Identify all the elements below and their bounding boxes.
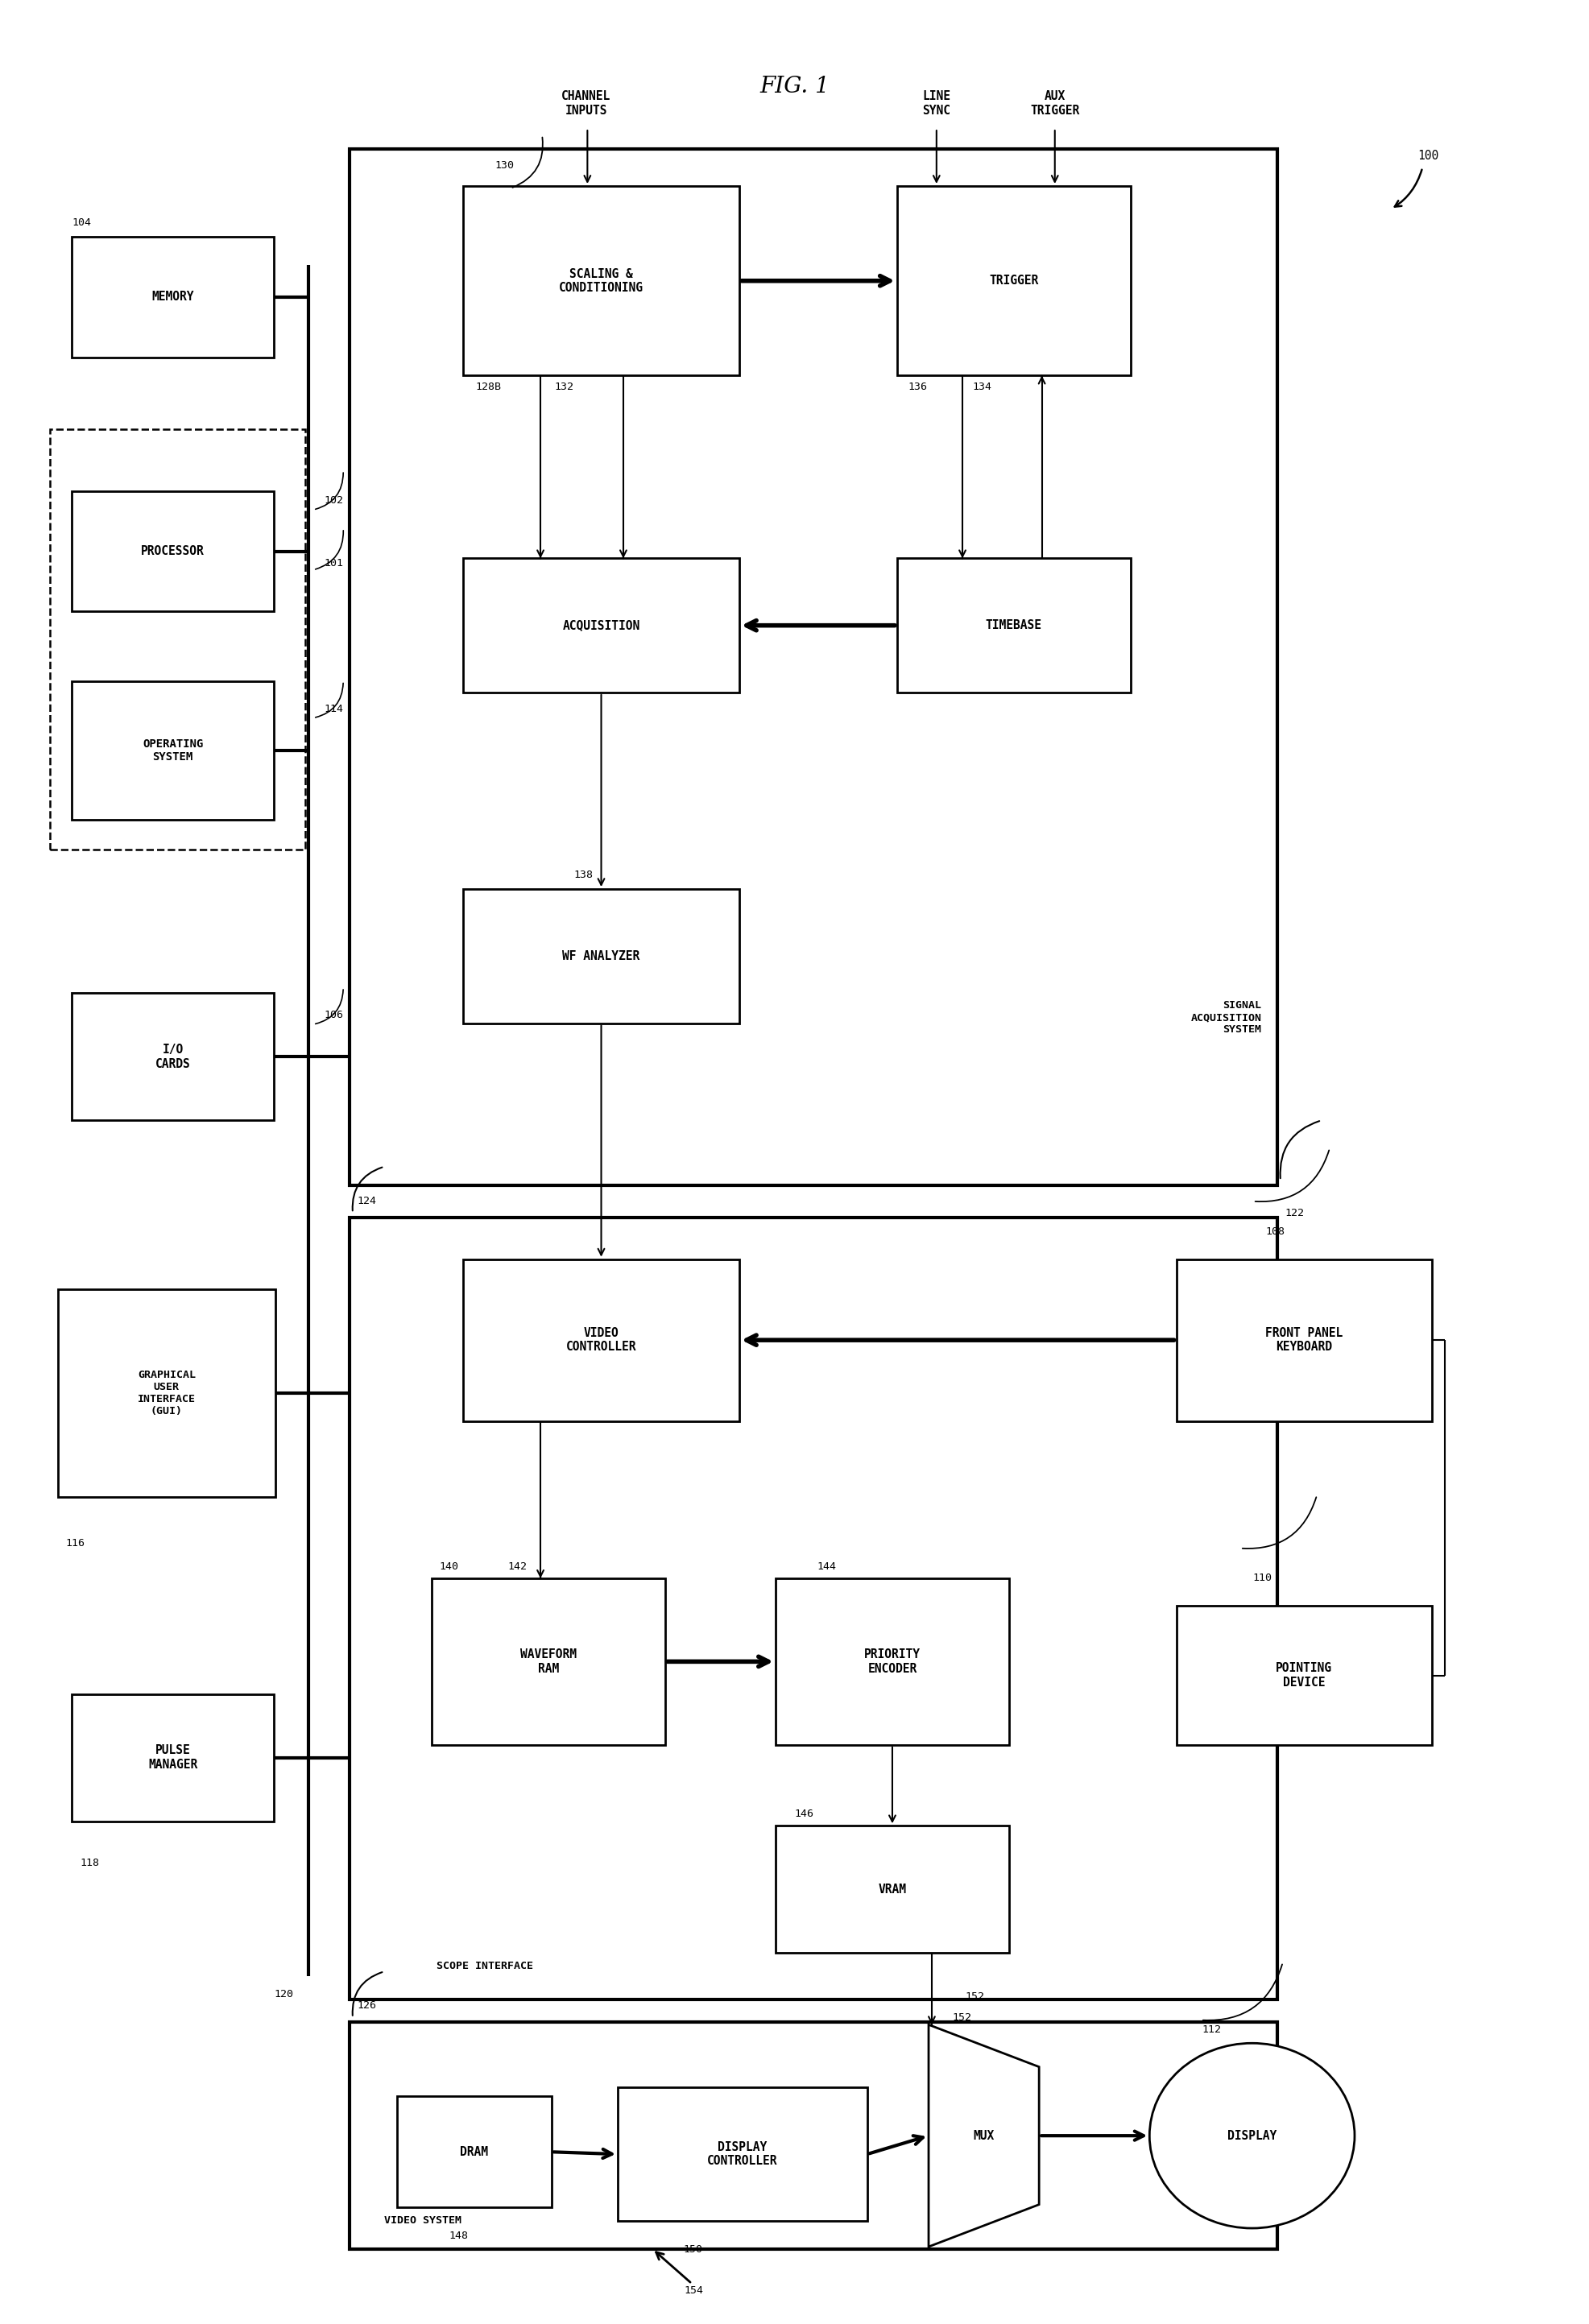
Polygon shape	[928, 2024, 1039, 2247]
FancyBboxPatch shape	[350, 1218, 1278, 1999]
Text: 134: 134	[972, 381, 992, 393]
Text: MUX: MUX	[974, 2129, 995, 2143]
FancyBboxPatch shape	[350, 2022, 1278, 2250]
Text: 100: 100	[1417, 149, 1440, 163]
Text: 114: 114	[324, 704, 343, 713]
Text: DRAM: DRAM	[461, 2145, 488, 2159]
Text: 102: 102	[324, 495, 343, 507]
Text: WF ANALYZER: WF ANALYZER	[563, 951, 640, 962]
Text: 138: 138	[574, 869, 593, 881]
Text: SCOPE INTERFACE: SCOPE INTERFACE	[437, 1961, 532, 1971]
FancyBboxPatch shape	[432, 1578, 666, 1745]
Text: PRIORITY
ENCODER: PRIORITY ENCODER	[864, 1648, 920, 1676]
FancyBboxPatch shape	[72, 681, 273, 820]
Text: LINE
SYNC: LINE SYNC	[922, 91, 950, 116]
Text: 124: 124	[358, 1195, 377, 1206]
FancyBboxPatch shape	[462, 1260, 739, 1420]
Text: 126: 126	[358, 2001, 377, 2010]
Text: TRIGGER: TRIGGER	[988, 274, 1039, 286]
FancyBboxPatch shape	[775, 1578, 1009, 1745]
Text: 136: 136	[907, 381, 928, 393]
Text: 112: 112	[1201, 2024, 1220, 2034]
FancyBboxPatch shape	[462, 558, 739, 693]
FancyBboxPatch shape	[462, 186, 739, 376]
Text: 110: 110	[1254, 1573, 1273, 1583]
Text: OPERATING
SYSTEM: OPERATING SYSTEM	[143, 739, 203, 762]
FancyBboxPatch shape	[1176, 1260, 1432, 1420]
Text: 106: 106	[324, 1011, 343, 1020]
Text: 140: 140	[440, 1562, 459, 1571]
FancyBboxPatch shape	[775, 1827, 1009, 1952]
Text: VRAM: VRAM	[879, 1882, 906, 1896]
Text: 148: 148	[448, 2231, 469, 2240]
Text: GRAPHICAL
USER
INTERFACE
(GUI): GRAPHICAL USER INTERFACE (GUI)	[138, 1369, 195, 1418]
Text: DISPLAY: DISPLAY	[1227, 2129, 1276, 2143]
FancyBboxPatch shape	[898, 558, 1131, 693]
Text: 146: 146	[794, 1808, 814, 1820]
Text: VIDEO
CONTROLLER: VIDEO CONTROLLER	[566, 1327, 637, 1353]
FancyBboxPatch shape	[898, 186, 1131, 376]
Text: 120: 120	[273, 1989, 292, 2001]
Text: 152: 152	[965, 1992, 984, 2003]
Text: TIMEBASE: TIMEBASE	[985, 621, 1042, 632]
Text: 150: 150	[683, 2245, 702, 2254]
FancyBboxPatch shape	[72, 237, 273, 358]
Text: WAVEFORM
RAM: WAVEFORM RAM	[520, 1648, 577, 1676]
FancyBboxPatch shape	[72, 490, 273, 611]
Text: 152: 152	[952, 2013, 971, 2022]
Text: PROCESSOR: PROCESSOR	[141, 546, 205, 558]
Text: 128B: 128B	[475, 381, 502, 393]
Text: ACQUISITION: ACQUISITION	[563, 621, 640, 632]
Text: SIGNAL
ACQUISITION
SYSTEM: SIGNAL ACQUISITION SYSTEM	[1190, 999, 1262, 1034]
FancyBboxPatch shape	[618, 2087, 868, 2222]
Text: 108: 108	[1266, 1227, 1286, 1236]
FancyBboxPatch shape	[57, 1290, 275, 1497]
FancyBboxPatch shape	[49, 430, 305, 851]
Text: I/O
CARDS: I/O CARDS	[156, 1043, 191, 1069]
Text: 154: 154	[683, 2284, 704, 2296]
Text: VIDEO SYSTEM: VIDEO SYSTEM	[385, 2215, 461, 2226]
Text: 122: 122	[1286, 1208, 1305, 1218]
Text: 132: 132	[555, 381, 574, 393]
Text: 116: 116	[65, 1538, 84, 1548]
FancyBboxPatch shape	[462, 890, 739, 1023]
Text: POINTING
DEVICE: POINTING DEVICE	[1276, 1662, 1332, 1690]
Text: 101: 101	[324, 558, 343, 567]
FancyBboxPatch shape	[350, 149, 1278, 1185]
FancyBboxPatch shape	[72, 1694, 273, 1822]
Text: 104: 104	[72, 218, 91, 228]
Text: 144: 144	[817, 1562, 836, 1571]
Text: FIG. 1: FIG. 1	[760, 77, 829, 98]
Ellipse shape	[1149, 2043, 1355, 2229]
FancyBboxPatch shape	[72, 992, 273, 1120]
Text: DISPLAY
CONTROLLER: DISPLAY CONTROLLER	[707, 2140, 777, 2168]
Text: 118: 118	[79, 1857, 99, 1868]
Text: 142: 142	[507, 1562, 526, 1571]
Text: FRONT PANEL
KEYBOARD: FRONT PANEL KEYBOARD	[1265, 1327, 1343, 1353]
Text: MEMORY: MEMORY	[151, 290, 194, 302]
Text: 130: 130	[494, 160, 515, 170]
Text: PULSE
MANAGER: PULSE MANAGER	[148, 1745, 197, 1771]
FancyBboxPatch shape	[1176, 1606, 1432, 1745]
Text: CHANNEL
INPUTS: CHANNEL INPUTS	[561, 91, 610, 116]
Text: SCALING &
CONDITIONING: SCALING & CONDITIONING	[559, 267, 644, 293]
Text: AUX
TRIGGER: AUX TRIGGER	[1030, 91, 1079, 116]
FancyBboxPatch shape	[397, 2096, 551, 2208]
